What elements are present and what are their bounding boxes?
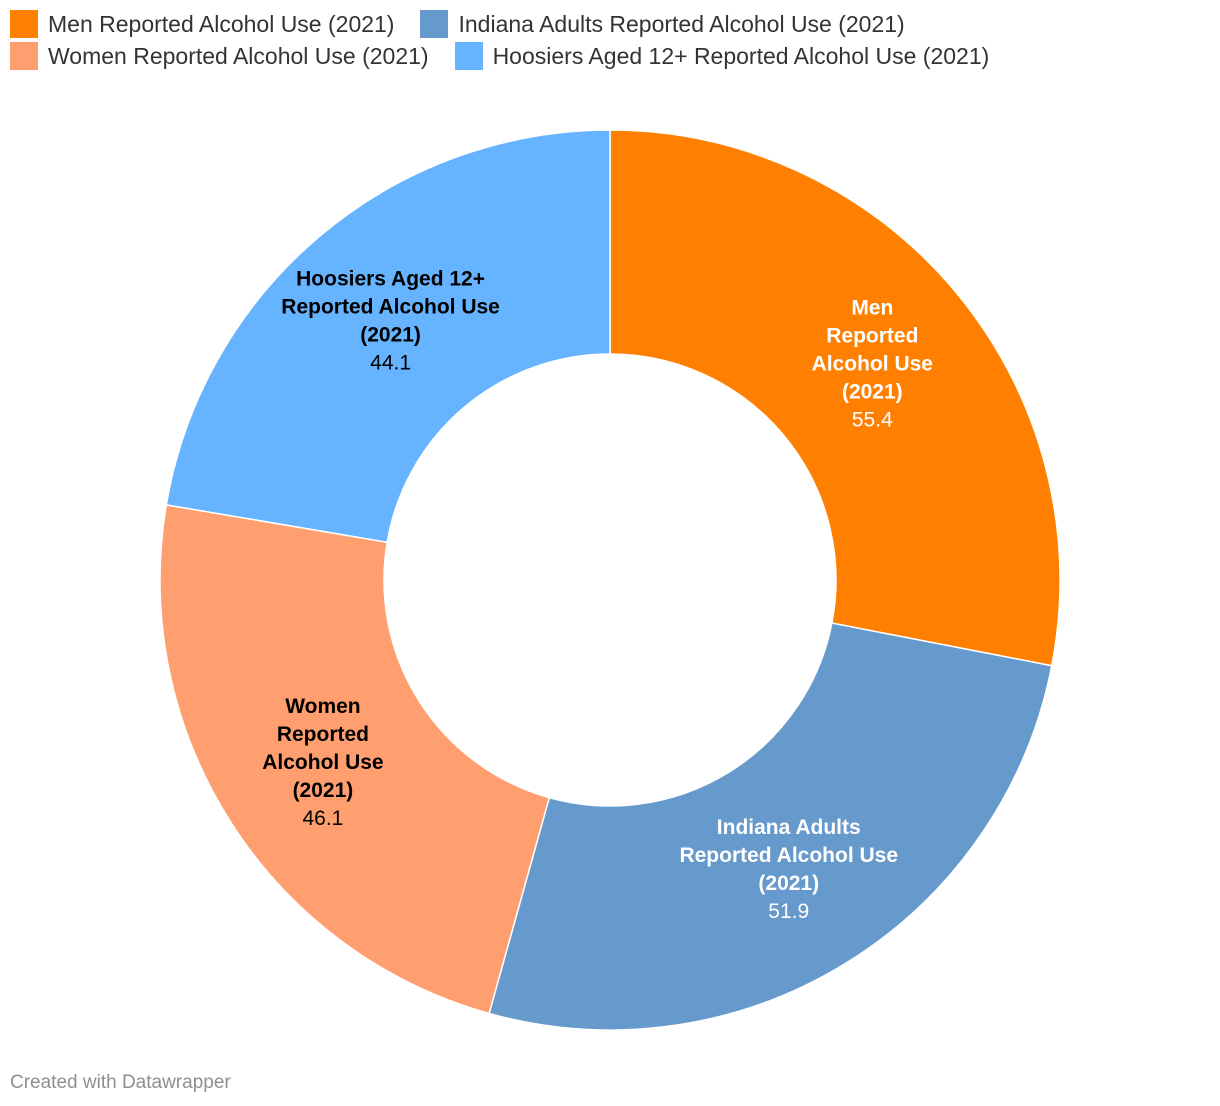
slice-category-label-line: (2021): [293, 779, 354, 802]
slice-category-label-line: (2021): [758, 872, 819, 895]
slice-category-label-line: Indiana Adults: [717, 816, 861, 839]
slice-value-label: 44.1: [370, 351, 411, 374]
donut-slice-women: [159, 503, 551, 1015]
slice-value-label: 51.9: [768, 900, 809, 923]
slice-category-label-line: Reported: [826, 325, 918, 348]
legend-label-women: Women Reported Alcohol Use (2021): [48, 42, 429, 69]
legend-label-men: Men Reported Alcohol Use (2021): [48, 10, 395, 37]
slice-category-label-line: (2021): [842, 381, 903, 404]
slice-category-label-line: Men: [851, 297, 893, 320]
footer-credit: Created with Datawrapper: [10, 1072, 231, 1093]
legend-swatch-men: [10, 10, 38, 38]
slice-category-label-line: Hoosiers Aged 12+: [296, 267, 485, 290]
slice-label-hoosiers-12plus: Hoosiers Aged 12+ Reported Alcohol Use (20…: [281, 267, 500, 374]
slice-category-label-line: Reported Alcohol Use: [679, 844, 898, 867]
legend-label-indiana-adults: Indiana Adults Reported Alcohol Use (202…: [458, 10, 905, 37]
donut-slice-men: [609, 129, 1061, 667]
legend-row: Men Reported Alcohol Use (2021) Indiana …: [10, 8, 1210, 40]
legend-item-women: Women Reported Alcohol Use (2021): [10, 42, 429, 70]
legend-row: Women Reported Alcohol Use (2021) Hoosie…: [10, 40, 1210, 72]
slice-value-label: 46.1: [302, 807, 343, 830]
donut-slice-hoosiers-12plus: [165, 129, 611, 544]
slice-category-label-line: Alcohol Use: [812, 353, 933, 376]
legend-swatch-indiana-adults: [420, 10, 449, 38]
slice-label-women: Women Reported Alcohol Use (2021) 46.1: [262, 695, 383, 830]
legend-swatch-women: [10, 42, 38, 70]
donut-slice-indiana-adults: [488, 622, 1053, 1031]
chart-legend: Men Reported Alcohol Use (2021) Indiana …: [10, 8, 1210, 72]
slice-category-label-line: (2021): [360, 323, 421, 346]
slice-category-label-line: Reported: [277, 723, 369, 746]
legend-item-indiana-adults: Indiana Adults Reported Alcohol Use (202…: [420, 10, 905, 38]
slice-label-indiana-adults: Indiana Adults Reported Alcohol Use (2021)…: [679, 816, 898, 923]
slice-category-label-line: Women: [285, 695, 360, 718]
legend-item-men: Men Reported Alcohol Use (2021): [10, 10, 394, 38]
slice-value-label: 55.4: [852, 409, 893, 432]
legend-item-hoosiers-12plus: Hoosiers Aged 12+ Reported Alcohol Use (…: [454, 42, 990, 70]
slice-label-men: Men Reported Alcohol Use (2021) 55.4: [812, 297, 933, 432]
legend-swatch-hoosiers-12plus: [454, 42, 483, 70]
slice-category-label-line: Alcohol Use: [262, 751, 383, 774]
slice-category-label-line: Reported Alcohol Use: [281, 295, 500, 318]
legend-label-hoosiers-12plus: Hoosiers Aged 12+ Reported Alcohol Use (…: [492, 42, 990, 69]
